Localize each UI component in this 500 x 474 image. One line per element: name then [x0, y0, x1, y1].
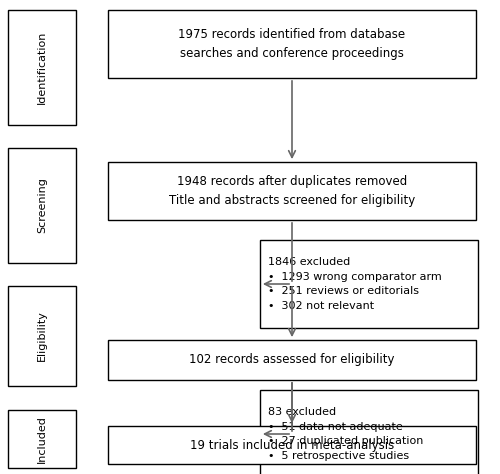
Text: Eligibility: Eligibility	[37, 310, 47, 362]
Text: 83 excluded
•  51 data not adequate
•  27 duplicated publication
•  5 retrospect: 83 excluded • 51 data not adequate • 27 …	[268, 407, 424, 461]
Bar	[8, 148, 76, 263]
Text: 1846 excluded
•  1293 wrong comparator arm
•  251 reviews or editorials
•  302 n: 1846 excluded • 1293 wrong comparator ar…	[268, 257, 442, 311]
Text: Included: Included	[37, 415, 47, 463]
Bar	[8, 410, 76, 468]
Text: 102 records assessed for eligibility: 102 records assessed for eligibility	[189, 354, 395, 366]
Text: 1975 records identified from database
searches and conference proceedings: 1975 records identified from database se…	[178, 28, 406, 60]
Text: Identification: Identification	[37, 31, 47, 104]
Bar	[260, 240, 478, 328]
Text: Screening: Screening	[37, 178, 47, 233]
Text: 1948 records after duplicates removed
Title and abstracts screened for eligibili: 1948 records after duplicates removed Ti…	[169, 175, 415, 207]
Bar	[108, 340, 476, 380]
Bar	[8, 286, 76, 386]
Text: 19 trials included in meta-analysis: 19 trials included in meta-analysis	[190, 438, 394, 452]
Bar	[8, 10, 76, 125]
Bar	[260, 390, 478, 474]
Bar	[108, 426, 476, 464]
Bar	[108, 10, 476, 78]
Bar	[108, 162, 476, 220]
